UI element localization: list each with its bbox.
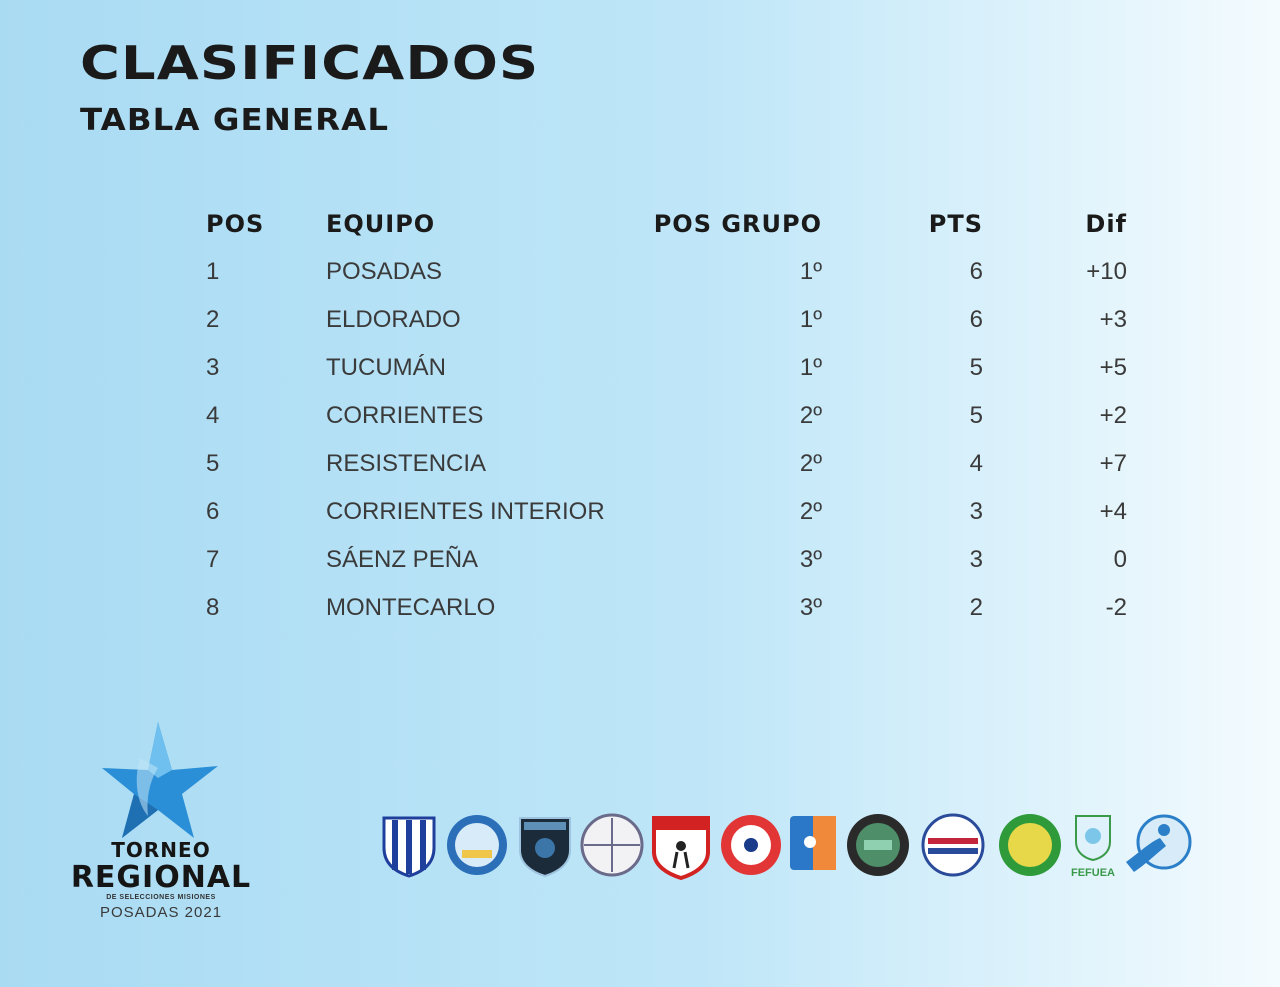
round-monogram-badge-icon [580, 813, 644, 877]
row-group-pos: 3º [799, 546, 822, 573]
row-dif: -2 [1105, 594, 1127, 621]
row-pos: 4 [206, 402, 220, 429]
table-row: 6 CORRIENTES INTERIOR 2º 3 +4 [0, 488, 1280, 536]
small-crest-badge-icon: FEFUEA [1071, 815, 1115, 879]
row-group-pos: 1º [799, 354, 822, 381]
table-row: 5 RESISTENCIA 2º 4 +7 [0, 440, 1280, 488]
red-shield-badge-icon [652, 816, 710, 880]
row-group-pos: 3º [799, 594, 822, 621]
row-dif: +5 [1099, 354, 1127, 381]
tournament-logo: TORNEO REGIONAL DE SELECCIONES MISIONES … [62, 718, 262, 928]
star-icon [102, 722, 218, 838]
table-row: 4 CORRIENTES 2º 5 +2 [0, 392, 1280, 440]
row-group-pos: 2º [799, 498, 822, 525]
header-pts: PTS [928, 210, 983, 238]
row-pos: 7 [206, 546, 220, 573]
player-badge-icon [1126, 814, 1192, 872]
striped-shield-badge-icon [382, 816, 436, 878]
row-team: TUCUMÁN [326, 354, 446, 381]
row-pos: 5 [206, 450, 220, 477]
row-dif: +3 [1099, 306, 1127, 333]
row-pts: 3 [969, 498, 983, 525]
row-team: RESISTENCIA [326, 450, 487, 477]
dark-round-badge-icon [847, 814, 909, 876]
row-pos: 8 [206, 594, 220, 621]
row-team: SÁENZ PEÑA [326, 546, 479, 573]
logo-line-torneo: TORNEO [111, 838, 211, 862]
green-yellow-badge-icon [999, 814, 1061, 876]
table-row: 7 SÁENZ PEÑA 3º 3 0 [0, 536, 1280, 584]
table-row: 3 TUCUMÁN 1º 5 +5 [0, 344, 1280, 392]
row-dif: 0 [1113, 546, 1127, 573]
row-pos: 6 [206, 498, 220, 525]
dark-shield-badge-icon [519, 817, 571, 878]
row-pos: 2 [206, 306, 220, 333]
row-dif: +10 [1086, 258, 1127, 285]
logo-line-regional: REGIONAL [70, 860, 252, 895]
table-row: 1 POSADAS 1º 6 +10 [0, 248, 1280, 296]
row-dif: +4 [1099, 498, 1127, 525]
sponsor-badges-row: FEFUEA [378, 812, 1198, 882]
row-pos: 3 [206, 354, 220, 381]
row-pts: 5 [969, 354, 983, 381]
table-row: 8 MONTECARLO 3º 2 -2 [0, 584, 1280, 632]
row-team: POSADAS [326, 258, 443, 285]
row-group-pos: 2º [799, 450, 822, 477]
row-team: ELDORADO [326, 306, 461, 333]
table-row: 2 ELDORADO 1º 6 +3 [0, 296, 1280, 344]
row-pts: 6 [969, 306, 983, 333]
page-title: CLASIFICADOS [80, 36, 540, 90]
logo-line-posadas: POSADAS 2021 [99, 904, 223, 921]
row-team: CORRIENTES INTERIOR [326, 498, 605, 525]
row-pts: 6 [969, 258, 983, 285]
row-group-pos: 2º [799, 402, 822, 429]
standings-table: POS EQUIPO POS GRUPO PTS Dif 1 POSADAS 1… [0, 200, 1280, 632]
header-equipo: EQUIPO [326, 210, 436, 238]
blue-orange-badge-icon [790, 816, 836, 870]
header-pos-grupo: POS GRUPO [653, 210, 822, 238]
logo-line-selecciones: DE SELECCIONES MISIONES [106, 894, 216, 901]
row-pts: 2 [969, 594, 983, 621]
header-dif: Dif [1085, 210, 1127, 238]
row-group-pos: 1º [799, 258, 822, 285]
row-group-pos: 1º [799, 306, 822, 333]
table-header-row: POS EQUIPO POS GRUPO PTS Dif [0, 200, 1280, 248]
row-pts: 5 [969, 402, 983, 429]
round-crest-badge-icon [447, 815, 507, 875]
row-pos: 1 [206, 258, 220, 285]
page-subtitle: TABLA GENERAL [80, 103, 390, 138]
red-blue-round-badge-icon [921, 813, 985, 877]
row-team: CORRIENTES [326, 402, 484, 429]
row-dif: +2 [1099, 402, 1127, 429]
row-pts: 3 [969, 546, 983, 573]
fefuea-label: FEFUEA [1071, 867, 1115, 879]
ball-badge-icon [721, 815, 781, 875]
row-pts: 4 [969, 450, 983, 477]
header-pos: POS [206, 210, 265, 238]
row-team: MONTECARLO [326, 594, 496, 621]
row-dif: +7 [1099, 450, 1127, 477]
